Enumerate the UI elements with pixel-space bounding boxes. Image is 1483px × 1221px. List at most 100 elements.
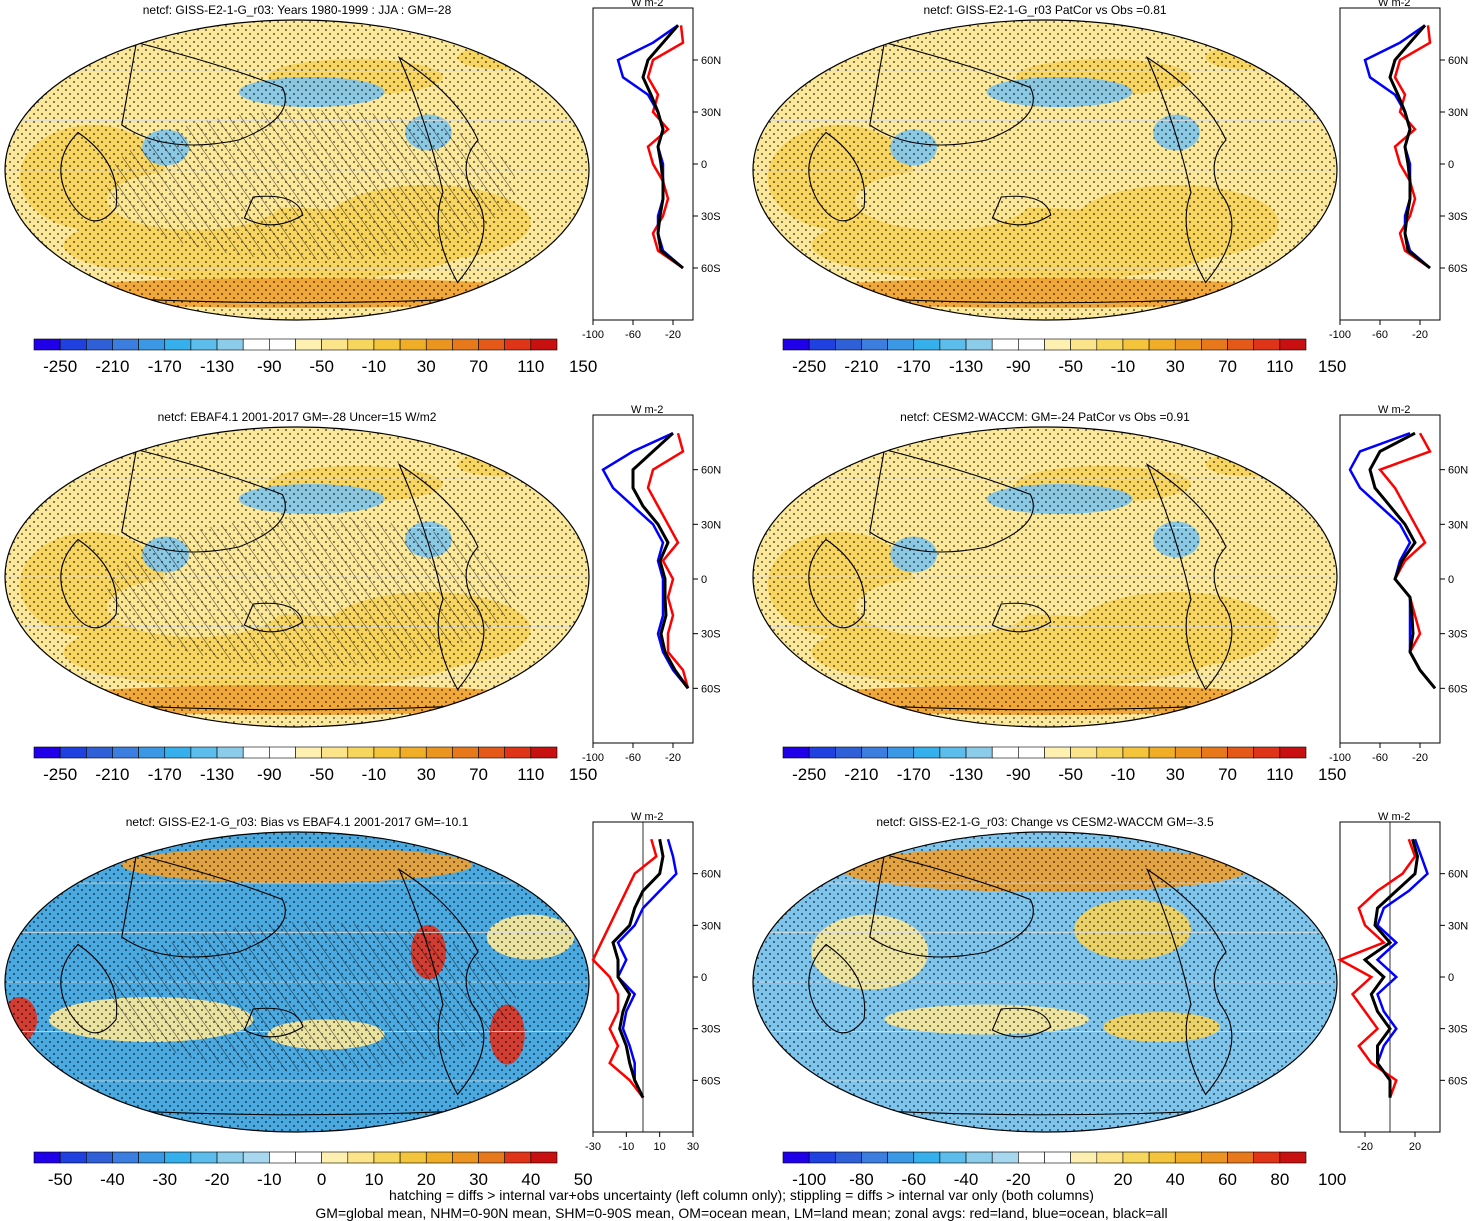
zonal-frame — [1339, 414, 1441, 744]
colorbar-tick-label: -90 — [257, 765, 282, 784]
zonal-line-ocean — [1348, 432, 1436, 690]
map-coastline — [1145, 56, 1233, 284]
colorbar-swatch — [452, 746, 479, 759]
colorbar-swatch — [1227, 746, 1255, 759]
colorbar-swatch — [887, 1151, 915, 1164]
colorbar-tick-label: 70 — [1218, 357, 1237, 376]
colorbar-2: -250 -210 -170 -130 -90 -50 -10 30 70 110 150 — [33, 746, 597, 784]
colorbar-tick-label: 0 — [1066, 1170, 1075, 1189]
colorbar-swatch — [939, 338, 967, 351]
zonal-panel-5: W m-2 60N 30N 0 30S 60S -20 20 — [1337, 811, 1468, 1153]
colorbar-swatch — [1279, 1151, 1307, 1164]
zonal-panel-2: W m-2 60N 30N 0 30S 60S -100 -60 -20 — [582, 404, 721, 764]
colorbar-0: -250 -210 -170 -130 -90 -50 -10 30 70 110 150 — [33, 338, 597, 376]
zonal-ytick-label: 60S — [1448, 263, 1468, 275]
panel-title-1: netcf: GISS-E2-1-G_r03 PatCor vs Obs =0.… — [923, 3, 1166, 17]
zonal-ytick-label: 0 — [701, 972, 707, 984]
colorbar-3: -250 -210 -170 -130 -90 -50 -10 30 70 110 150 — [782, 746, 1346, 784]
map-hatching — [107, 110, 516, 260]
map-border — [4, 831, 590, 1133]
zonal-xtick-label: -100 — [582, 752, 604, 764]
map-coastline — [808, 943, 866, 1034]
colorbar-swatch — [913, 746, 941, 759]
colorbar-tick-label: -250 — [792, 765, 826, 784]
colorbar-swatch — [965, 746, 993, 759]
map-coastline — [243, 602, 304, 633]
map-coastline — [60, 131, 118, 222]
map-panel-1 — [752, 19, 1338, 321]
colorbar-tick-label: -210 — [95, 357, 129, 376]
colorbar-swatch — [478, 1151, 505, 1164]
colorbar-tick-label: -10 — [257, 1170, 282, 1189]
map-coastline — [397, 463, 485, 691]
colorbar-tick-label: -20 — [1006, 1170, 1031, 1189]
zonal-frame — [1339, 7, 1441, 321]
colorbar-swatch — [269, 338, 296, 351]
colorbar-tick-label: -210 — [95, 765, 129, 784]
zonal-line-land — [1337, 838, 1417, 1099]
map-coastline — [991, 1007, 1052, 1038]
colorbar-tick-label: 20 — [1113, 1170, 1132, 1189]
colorbar-swatch — [991, 338, 1019, 351]
colorbar-swatch — [399, 338, 427, 351]
zonal-xtick-label: 20 — [1409, 1141, 1421, 1153]
colorbar-swatch — [216, 746, 244, 759]
colorbar-swatch — [861, 338, 888, 351]
zonal-line-all — [1388, 24, 1431, 270]
colorbar-tick-label: -40 — [954, 1170, 979, 1189]
colorbar-tick-label: -50 — [1058, 765, 1083, 784]
colorbar-tick-label: -10 — [362, 765, 387, 784]
zonal-ytick-label: 30N — [1448, 107, 1468, 119]
zonal-line-all — [1368, 431, 1437, 690]
colorbar-swatch — [425, 746, 453, 759]
colorbar-tick-label: -30 — [152, 1170, 177, 1189]
colorbar-swatch — [242, 746, 270, 759]
map-border — [752, 831, 1338, 1133]
colorbar-swatch — [1070, 1151, 1098, 1164]
zonal-ytick-label: 0 — [1448, 159, 1454, 171]
map-coastline — [243, 1007, 304, 1038]
colorbar-swatch — [425, 338, 453, 351]
map-coastline — [869, 41, 1034, 146]
colorbar-swatch — [112, 746, 139, 759]
map-hatching — [107, 517, 516, 667]
colorbar-tick-label: -130 — [200, 765, 234, 784]
colorbar-swatch — [1148, 1151, 1176, 1164]
zonal-ytick-label: 30N — [1448, 920, 1468, 932]
colorbar-tick-label: -210 — [844, 765, 878, 784]
map-coastline — [243, 195, 304, 226]
zonal-line-land — [646, 25, 685, 270]
colorbar-swatch — [1044, 338, 1071, 351]
zonal-xtick-label: 10 — [654, 1141, 666, 1153]
colorbar-tick-label: -10 — [1111, 357, 1136, 376]
colorbar-swatch — [834, 1151, 862, 1164]
zonal-ytick-label: 30S — [1448, 1024, 1468, 1036]
map-border — [752, 426, 1338, 728]
colorbar-swatch — [86, 1151, 113, 1164]
map-border — [4, 19, 590, 321]
zonal-xtick-label: 30 — [687, 1141, 699, 1153]
zonal-line-ocean — [616, 838, 678, 1099]
colorbar-tick-label: -10 — [362, 357, 387, 376]
zonal-line-land — [646, 432, 690, 689]
panel-title-2: netcf: EBAF4.1 2001-2017 GM=-28 Uncer=15… — [158, 410, 437, 424]
colorbar-tick-label: 30 — [1166, 357, 1185, 376]
colorbar-tick-label: 110 — [517, 765, 544, 784]
zonal-ytick-label: 30S — [1448, 629, 1468, 641]
map-coastline — [121, 853, 286, 958]
map-coastline — [808, 538, 866, 629]
colorbar-tick-label: 40 — [521, 1170, 540, 1189]
colorbar-swatch — [1148, 338, 1176, 351]
colorbar-tick-label: -50 — [1058, 357, 1083, 376]
colorbar-swatch — [1096, 746, 1124, 759]
colorbar-swatch — [59, 746, 87, 759]
colorbar-swatch — [295, 1151, 322, 1164]
map-panel-2 — [4, 426, 590, 728]
panel-title-4: netcf: GISS-E2-1-G_r03: Bias vs EBAF4.1 … — [126, 815, 469, 829]
zonal-ytick-label: 60N — [701, 55, 721, 67]
colorbar-swatch — [399, 1151, 427, 1164]
zonal-frame — [592, 7, 694, 321]
colorbar-tick-label: -50 — [309, 357, 334, 376]
colorbar-swatch — [1122, 338, 1150, 351]
colorbar-swatch — [991, 1151, 1019, 1164]
